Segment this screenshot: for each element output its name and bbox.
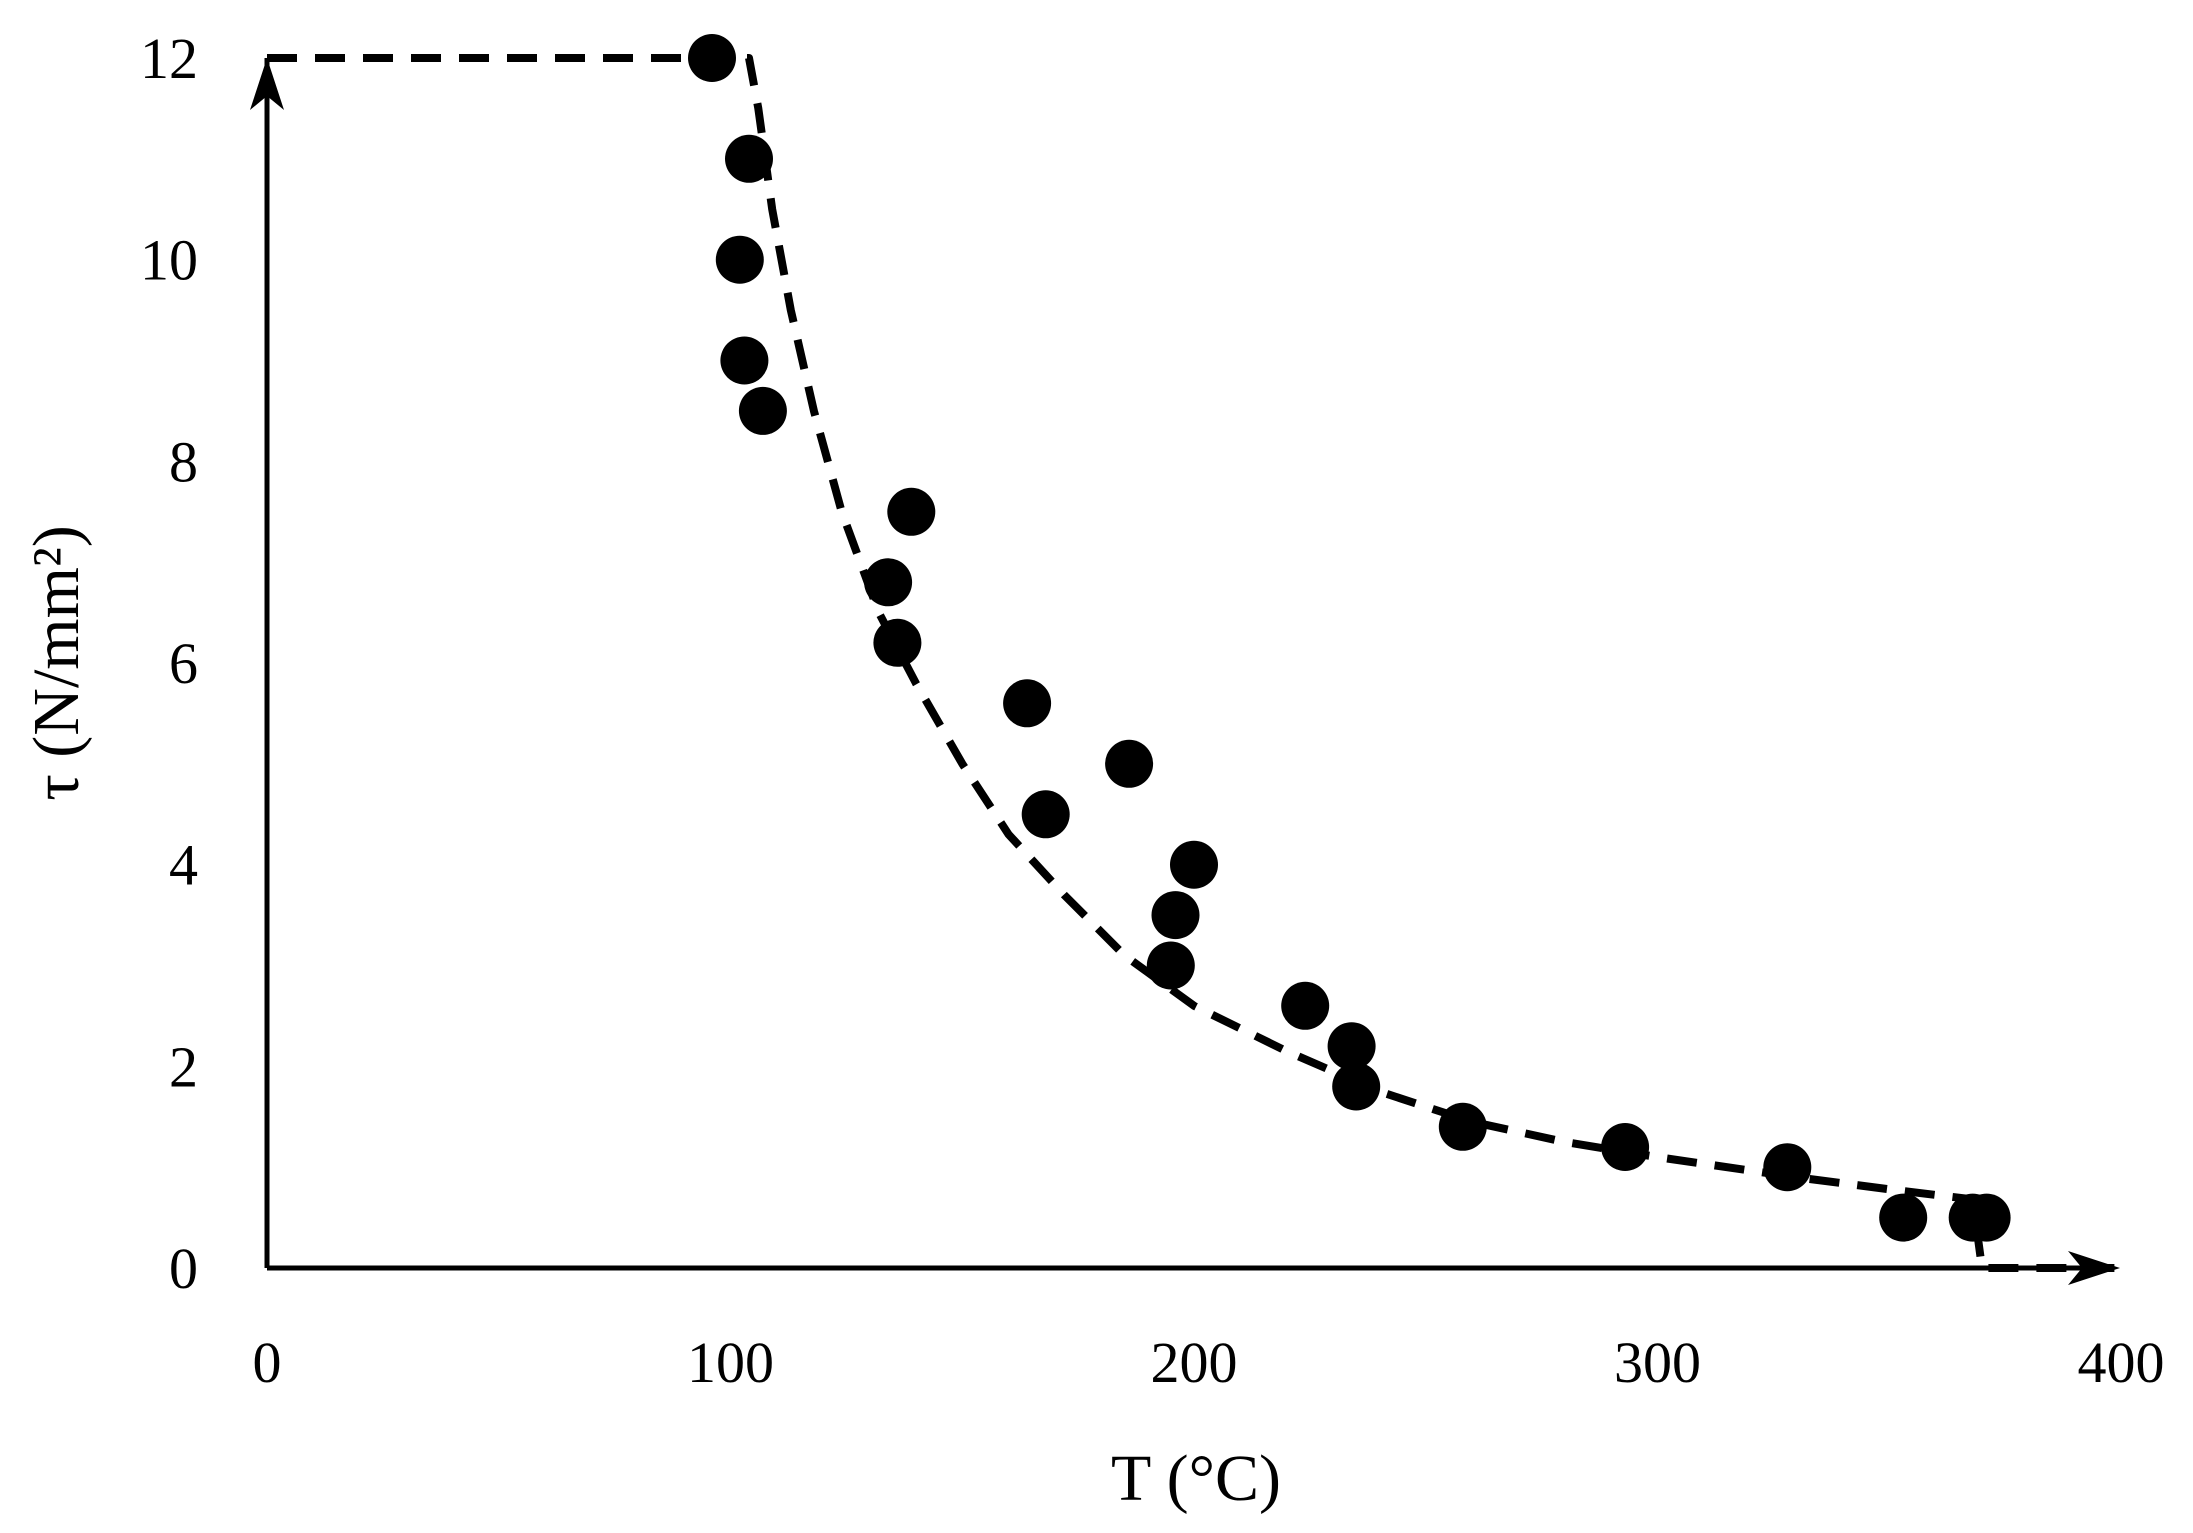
data-point-7 xyxy=(864,558,913,607)
x-axis-arrowhead xyxy=(2068,1251,2120,1285)
fit-curve xyxy=(267,54,2121,1272)
data-point-5 xyxy=(738,386,787,435)
data-point-10 xyxy=(1021,790,1070,839)
data-point-19 xyxy=(1601,1123,1650,1171)
data-point-2 xyxy=(725,134,773,183)
x-tick-label-0: 0 xyxy=(253,1330,282,1395)
data-point-9 xyxy=(1003,679,1052,728)
data-point-1 xyxy=(688,34,736,82)
x-axis-label: T (°C) xyxy=(1111,1442,1281,1515)
data-point-15 xyxy=(1281,981,1330,1030)
y-tick-label-0: 0 xyxy=(169,1236,198,1301)
data-point-14 xyxy=(1146,941,1195,990)
axes xyxy=(250,58,2120,1285)
x-tick-label-100: 100 xyxy=(687,1330,774,1395)
data-point-3 xyxy=(715,235,764,284)
x-tick-label-400: 400 xyxy=(2078,1330,2165,1395)
data-point-23 xyxy=(1962,1193,2011,1242)
data-point-6 xyxy=(887,487,936,536)
x-tick-label-200: 200 xyxy=(1151,1330,1238,1395)
data-point-20 xyxy=(1763,1143,1812,1192)
y-tick-label-4: 4 xyxy=(169,833,198,898)
y-axis-label: τ (N/mm²) xyxy=(20,525,93,800)
data-point-16 xyxy=(1327,1022,1376,1071)
y-tick-label-12: 12 xyxy=(140,26,198,91)
y-tick-label-2: 2 xyxy=(169,1034,198,1099)
y-tick-label-10: 10 xyxy=(140,228,198,293)
y-tick-label-8: 8 xyxy=(169,429,198,494)
y-axis-arrowhead xyxy=(250,58,284,110)
fit-curve-layer xyxy=(267,54,2121,1272)
data-point-21 xyxy=(1879,1193,1928,1242)
data-point-13 xyxy=(1151,891,1200,940)
point-layer xyxy=(688,34,2011,1242)
data-point-12 xyxy=(1170,840,1218,889)
data-point-11 xyxy=(1105,739,1154,788)
data-point-18 xyxy=(1438,1102,1487,1151)
y-tick-label-6: 6 xyxy=(169,631,198,696)
data-point-4 xyxy=(720,336,769,385)
data-point-17 xyxy=(1332,1062,1381,1111)
x-tick-label-300: 300 xyxy=(1614,1330,1701,1395)
data-point-8 xyxy=(873,618,922,667)
tick-layer: 0 100 200 300 400 0 2 4 6 8 10 12 xyxy=(140,26,2165,1395)
